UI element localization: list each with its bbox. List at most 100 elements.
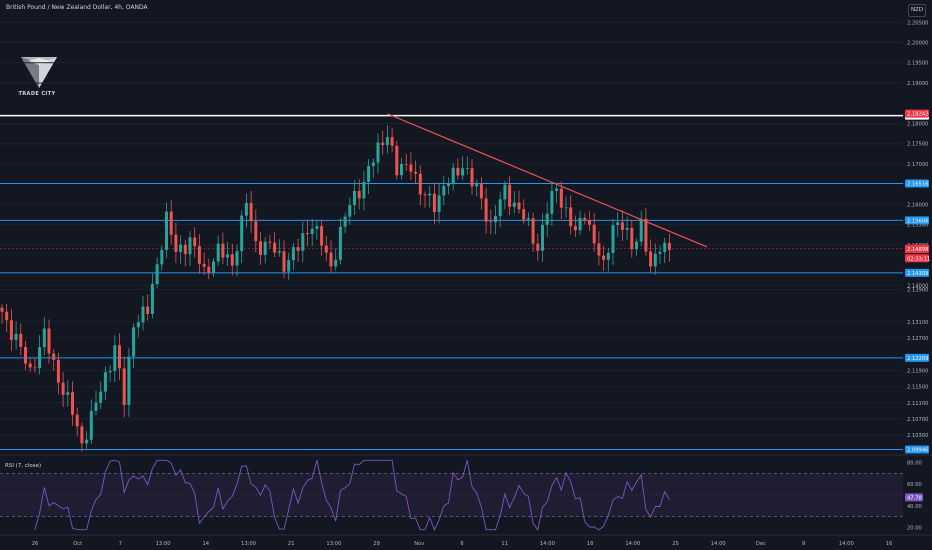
candle-body-82	[385, 137, 389, 146]
candle-body-117	[550, 190, 554, 214]
candle-body-132	[620, 222, 624, 230]
candle-body-57	[268, 241, 272, 243]
candle-body-137	[644, 218, 648, 252]
y-tick-label-8: 2.15500	[907, 223, 928, 229]
x-tick-label-19: 14:00	[839, 541, 854, 547]
candle-body-116	[545, 213, 549, 225]
candle-body-142	[667, 242, 671, 250]
candle-body-103	[484, 198, 488, 222]
candle-body-31	[146, 306, 150, 315]
candle-body-44	[207, 266, 211, 273]
price-tag-label-3: 02:33:11	[907, 256, 930, 262]
candle-body-114	[536, 243, 540, 251]
candle-body-131	[616, 222, 620, 226]
level-tag-0	[905, 111, 929, 120]
candle-body-29	[136, 322, 140, 328]
candle-body-8	[38, 347, 42, 369]
level-tag-label-1: 2.16516	[907, 182, 928, 188]
x-tick-label-0: 26	[32, 541, 39, 547]
rsi-tick-label-3: 20.00	[907, 526, 922, 532]
candle-body-27	[127, 356, 131, 405]
level-tag-2	[905, 216, 929, 225]
candle-body-115	[541, 224, 544, 251]
candle-body-51	[240, 215, 244, 252]
level-tag-label-3: 2.14309	[907, 271, 928, 277]
candle-body-118	[555, 188, 559, 191]
candle-body-138	[649, 251, 653, 267]
candle-body-93	[437, 195, 441, 213]
candle-body-81	[381, 142, 385, 146]
candle-body-12	[56, 359, 60, 383]
x-tick-label-13: 18	[587, 541, 594, 547]
candle-body-20	[94, 402, 98, 411]
candle-body-60	[282, 251, 286, 272]
candle-body-13	[61, 382, 65, 395]
candle-body-71	[334, 259, 338, 267]
trade-city-logo-icon	[21, 57, 57, 88]
candle-body-48	[226, 254, 230, 258]
x-tick-label-8: 28	[373, 541, 380, 547]
candle-body-6	[28, 363, 32, 368]
y-tick-label-2: 2.19500	[907, 61, 928, 67]
candle-body-7	[33, 367, 37, 369]
candle-body-125	[588, 220, 591, 225]
candle-body-30	[141, 306, 145, 323]
candle-body-64	[301, 233, 305, 251]
candle-body-67	[315, 226, 319, 229]
candle-body-1	[5, 311, 9, 321]
rsi-tick-label-0: 80.00	[907, 460, 922, 466]
price-tag-label-0: 2.18242	[907, 112, 928, 118]
candle-body-106	[498, 199, 502, 217]
price-tag-label-2: 2.14898	[907, 247, 928, 253]
candle-body-127	[597, 243, 601, 256]
candle-body-141	[663, 242, 667, 252]
candle-body-15	[71, 392, 74, 415]
candle-body-79	[371, 162, 375, 166]
x-tick-label-4: 14	[202, 541, 209, 547]
x-tick-label-10: 6	[460, 541, 463, 547]
y-tick-label-3: 2.19000	[907, 81, 928, 87]
candle-body-124	[583, 217, 587, 221]
candle-body-107	[503, 184, 507, 200]
candle-body-112	[526, 218, 530, 220]
currency-badge[interactable]: NZD	[908, 4, 926, 17]
candle-body-111	[522, 209, 526, 220]
candle-body-85	[400, 163, 403, 176]
candle-body-68	[320, 226, 324, 246]
candle-body-61	[287, 260, 291, 272]
candle-body-3	[14, 333, 18, 340]
x-tick-label-14: 14:00	[625, 541, 640, 547]
candle-body-18	[85, 439, 89, 444]
candle-body-69	[324, 245, 328, 253]
candle-body-140	[658, 251, 662, 254]
candle-body-16	[75, 414, 79, 427]
candle-body-108	[508, 184, 512, 207]
candle-body-135	[635, 241, 638, 250]
candle-body-119	[559, 188, 563, 208]
candle-body-97	[456, 167, 460, 176]
candle-body-98	[461, 168, 465, 176]
candle-body-39	[183, 244, 187, 255]
candle-body-42	[197, 246, 201, 264]
level-tag-1	[905, 179, 929, 188]
candle-body-91	[428, 193, 432, 196]
level-tag-5	[905, 445, 929, 454]
candle-body-10	[47, 328, 51, 354]
y-tick-label-15: 2.11500	[907, 385, 928, 391]
rsi-tick-label-2: 40.00	[907, 504, 922, 510]
candle-body-35	[165, 211, 168, 250]
candle-body-40	[188, 237, 192, 255]
candle-body-78	[367, 165, 371, 182]
candle-body-63	[296, 247, 300, 251]
candle-body-38	[179, 244, 183, 252]
x-tick-label-17: Dec	[756, 541, 766, 547]
candle-body-9	[42, 328, 46, 348]
x-tick-label-16: 14:00	[711, 541, 726, 547]
x-tick-label-12: 14:00	[540, 541, 555, 547]
symbol-title: British Pound / New Zealand Dollar, 4h, …	[6, 4, 148, 11]
y-tick-label-16: 2.11100	[907, 401, 928, 407]
y-tick-label-17: 2.10700	[907, 417, 928, 423]
candle-body-102	[479, 184, 483, 199]
candle-body-43	[202, 263, 206, 267]
candle-body-66	[310, 228, 314, 235]
